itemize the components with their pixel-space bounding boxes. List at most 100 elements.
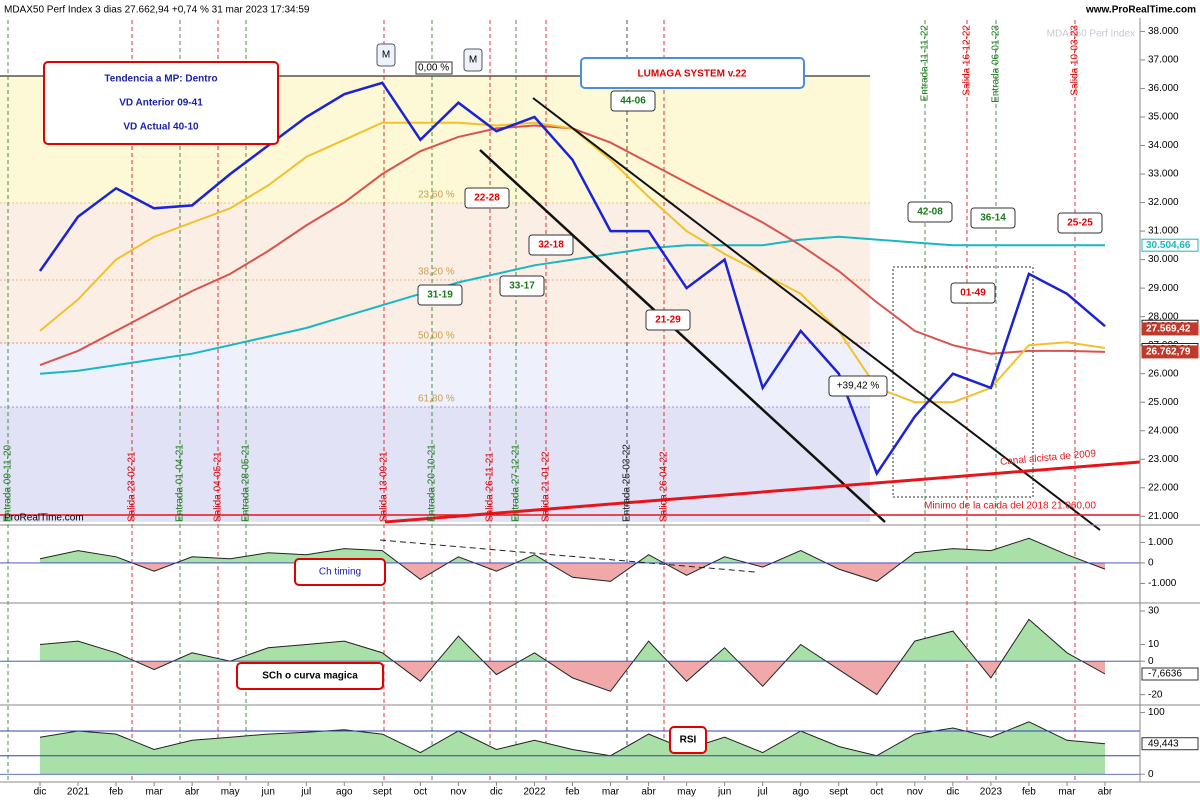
signal-label: Entrada 25-03-22: [622, 444, 633, 522]
channel-line: [532, 97, 1101, 531]
x-tick-label: feb: [566, 787, 580, 798]
area-positive: [40, 721, 1105, 775]
series-line: [38, 81, 1106, 477]
badge-box: [907, 201, 953, 223]
price-label: 30.504,66: [1146, 240, 1191, 251]
price-label: 26.762,79: [1146, 347, 1191, 358]
system-text: LUMAGA SYSTEM v.22: [638, 69, 747, 80]
y-tick-label: 30.000: [1148, 254, 1179, 265]
x-tick-label: ago: [792, 787, 809, 798]
x-tick-label: mar: [602, 787, 620, 798]
badge-box: [464, 187, 510, 209]
y-tick-label: 26.000: [1148, 368, 1179, 379]
last-value-label: 49,443: [1148, 738, 1179, 749]
ghost-title: MDAX50 Perf Index: [1047, 29, 1135, 40]
fib-label: 0,00 %: [418, 63, 449, 74]
trend-text: VD Actual 40-10: [123, 122, 199, 133]
x-tick-label: oct: [414, 787, 428, 798]
y-tick-label: 34.000: [1148, 140, 1179, 151]
x-tick-label: jun: [261, 787, 275, 798]
marker-box: [376, 43, 396, 67]
badge-text: 44-06: [620, 96, 646, 107]
y-tick-label: 0: [1148, 558, 1154, 569]
x-tick-label: sept: [829, 787, 848, 798]
panel-title-box: [669, 726, 707, 754]
fib-box: [415, 61, 453, 75]
last-value-label: -7,6636: [1148, 669, 1182, 680]
header-title: MDAX50 Perf Index 3 dias 27.662,94 +0,74…: [4, 5, 310, 16]
panel-title-box: [294, 558, 386, 586]
x-tick-label: jul: [300, 787, 311, 798]
zone: [0, 407, 870, 522]
y-tick-label: 28.000: [1148, 311, 1179, 322]
badge-box: [950, 282, 996, 304]
y-tick-label: 10: [1148, 639, 1160, 650]
y-tick-label: 33.000: [1148, 169, 1179, 180]
panel-borders: [0, 18, 1200, 783]
badge-box: [610, 90, 656, 112]
fib-label: 50,00 %: [418, 331, 455, 342]
x-tick-label: sept: [373, 787, 392, 798]
x-tick-label: abr: [185, 787, 200, 798]
signal-label: Entrada 28-05-21: [241, 444, 252, 522]
badge-text: +39,42 %: [837, 381, 880, 392]
y-tick-label: 31.000: [1148, 226, 1179, 237]
signal-label: Salida 23-02-21: [127, 451, 138, 522]
panel-title: Ch timing: [319, 567, 361, 578]
badge-text: 01-49: [960, 288, 986, 299]
y-tick-label: 23.000: [1148, 454, 1179, 465]
y-tick-label: 35.000: [1148, 112, 1179, 123]
x-tick-label: ago: [336, 787, 353, 798]
x-tick-label: 2022: [523, 787, 546, 798]
panel-title-box: [236, 662, 384, 690]
last-value-box: [1141, 737, 1199, 751]
panel-title: SCh o curva magica: [262, 671, 358, 682]
signal-label: Entrada 09-11-20: [3, 444, 14, 522]
channel-line: [384, 460, 1141, 524]
series-line: [39, 235, 1106, 375]
signal-label: Salida 13-09-21: [379, 451, 390, 522]
signal-label: Salida 26-11-21: [485, 452, 496, 522]
y-tick-label: 30: [1148, 606, 1160, 617]
y-tick-label: 29.000: [1148, 283, 1179, 294]
signal-label: Salida 04-05-21: [213, 451, 224, 522]
zone: [0, 203, 870, 343]
channel-line: [479, 149, 886, 523]
signal-label: Entrada 01-04-21: [175, 444, 186, 522]
area-positive: [40, 619, 1083, 662]
last-value-box: [1141, 667, 1199, 681]
signal-label: Entrada 06-01-23: [991, 25, 1002, 103]
x-tick-label: 2023: [980, 787, 1003, 798]
y-tick-label: 37.000: [1148, 55, 1179, 66]
y-tick-label: 0: [1148, 656, 1154, 667]
indicator-line: [39, 618, 1106, 696]
area-positive: [40, 538, 1105, 563]
y-tick-label: 25.000: [1148, 397, 1179, 408]
annotation: Minimo de la caida del 2018 21.060,00: [924, 501, 1096, 512]
badge-box: [828, 375, 888, 397]
x-tick-label: mar: [1058, 787, 1076, 798]
x-tick-label: abr: [641, 787, 656, 798]
x-tick-label: feb: [1022, 787, 1036, 798]
signal-label: Entrada 20-10-21: [427, 444, 438, 522]
channels: [0, 97, 1141, 573]
x-tick-label: feb: [109, 787, 123, 798]
marker-box: [463, 48, 483, 72]
marker-text: M: [382, 50, 390, 61]
badge-text: 32-18: [538, 240, 564, 251]
x-tick-label: dic: [490, 787, 503, 798]
x-tick-label: jul: [757, 787, 768, 798]
badge-text: 31-19: [427, 290, 453, 301]
trend-line: [379, 539, 756, 573]
fib-label: 61,80 %: [418, 394, 455, 405]
badge-text: 21-29: [655, 315, 681, 326]
signal-label: Entrada 11-11-22: [920, 25, 931, 102]
panel-title: RSI: [680, 735, 697, 746]
marker-text: M: [469, 55, 477, 66]
x-tick-label: 2021: [67, 787, 90, 798]
trend-text: VD Anterior 09-41: [119, 98, 203, 109]
price-label-box: [1141, 345, 1199, 359]
fib-label: 23,60 %: [418, 190, 455, 201]
badge-box: [1057, 212, 1103, 234]
